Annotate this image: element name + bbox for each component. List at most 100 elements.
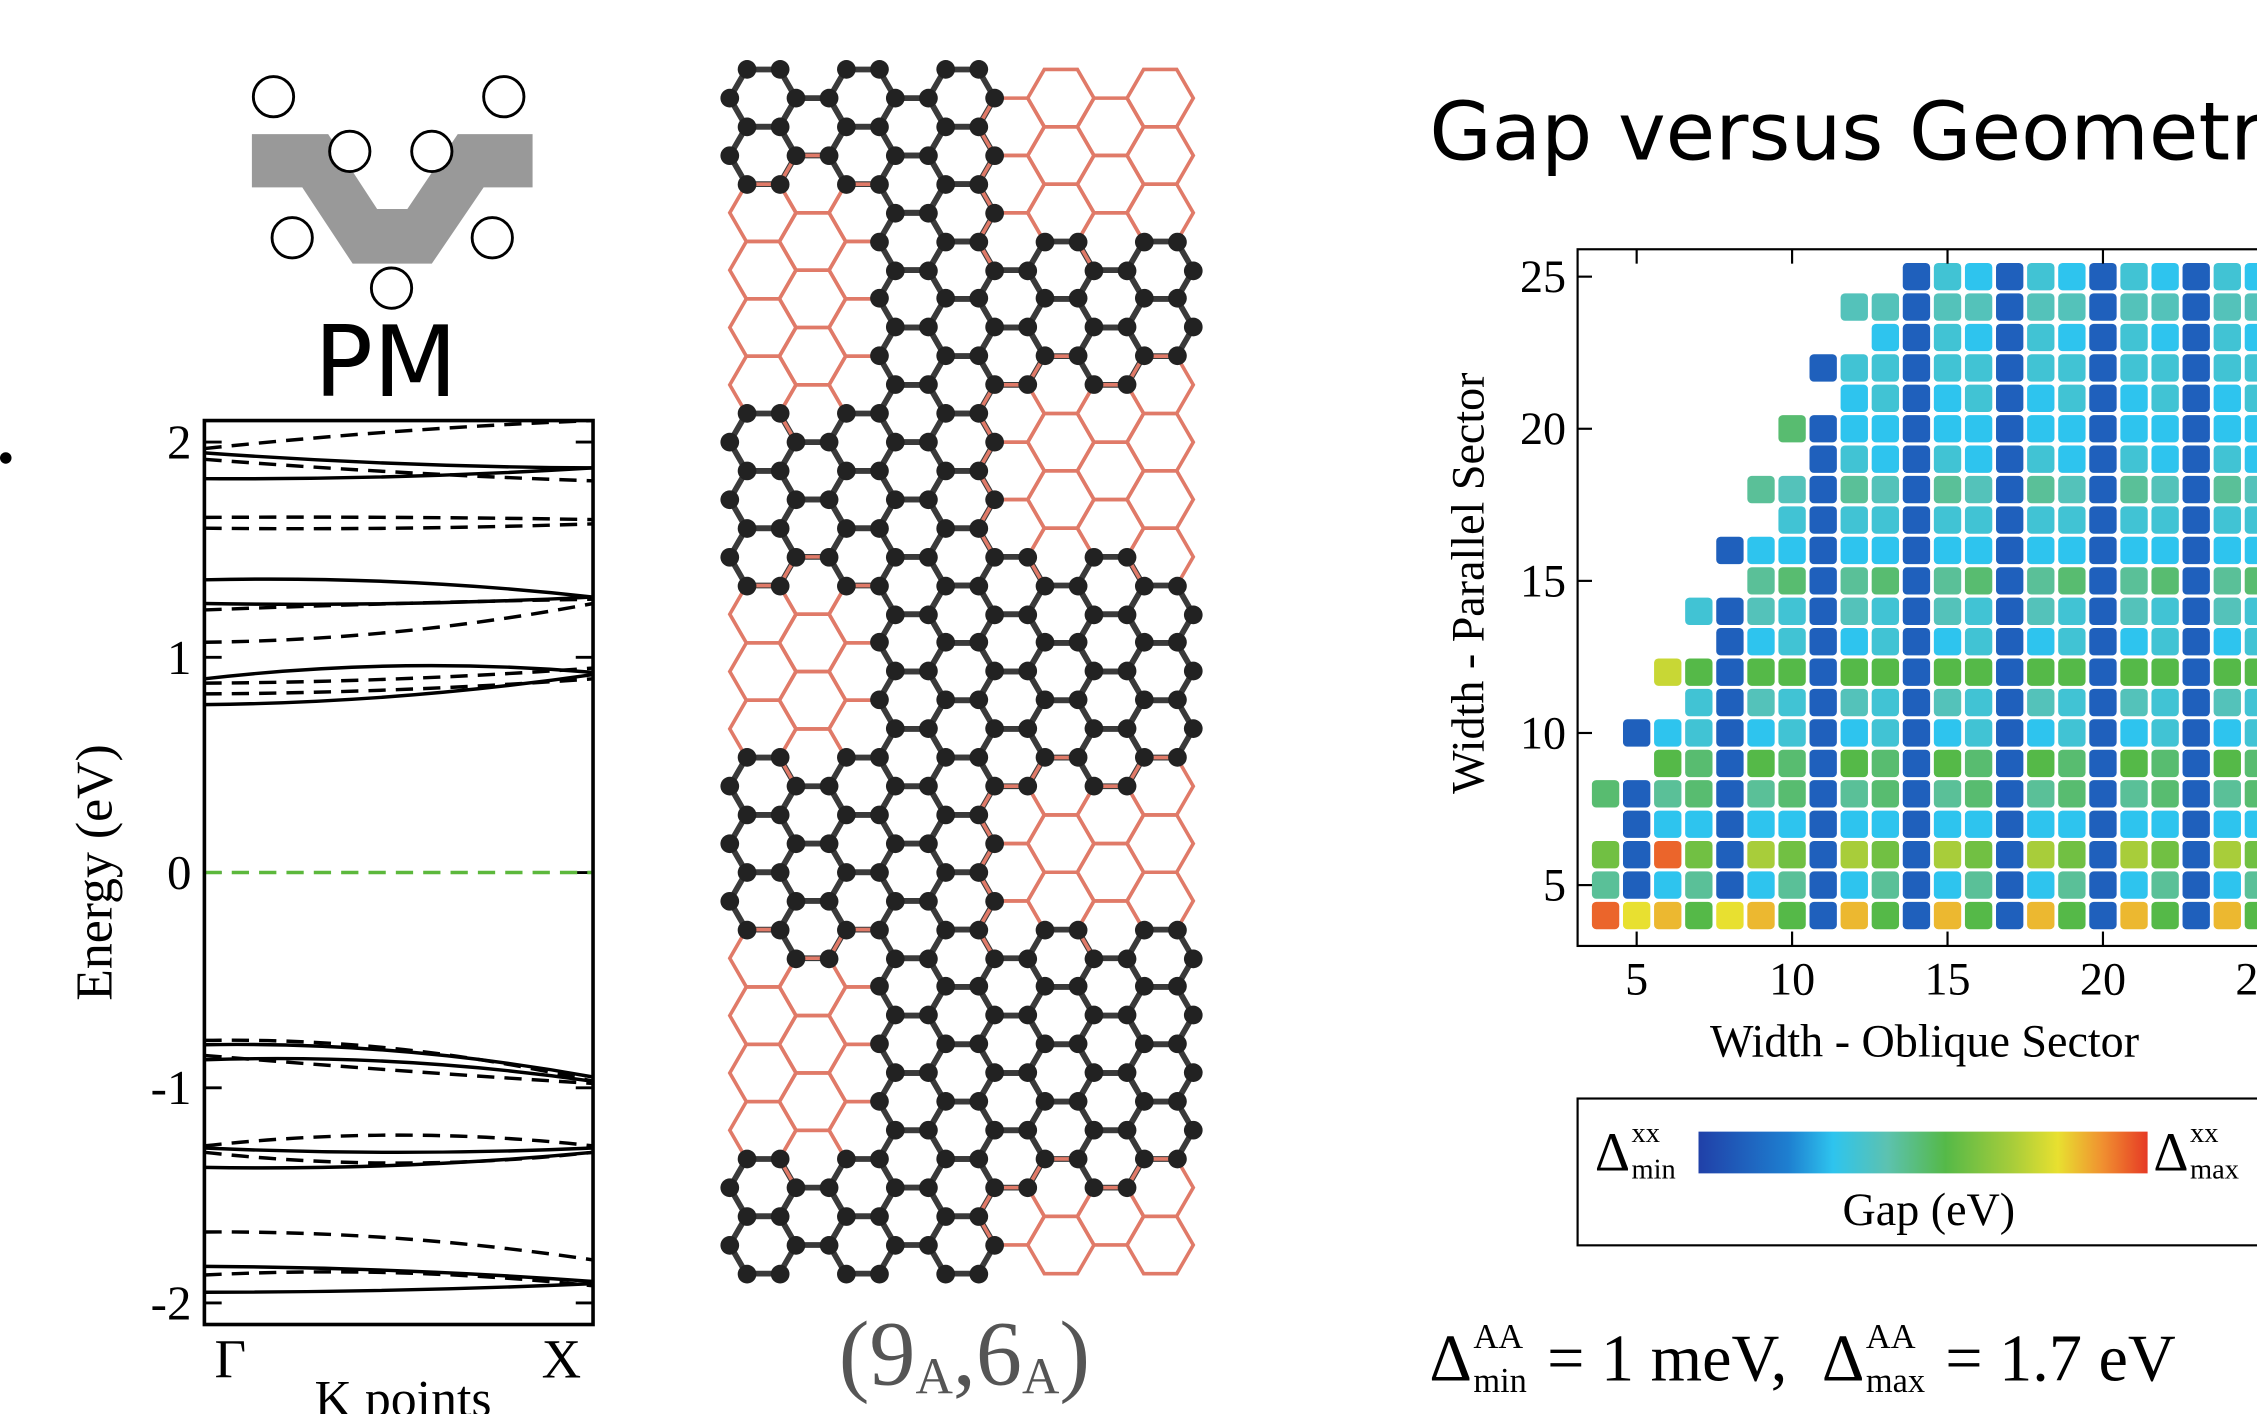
heatmap-cell bbox=[1903, 780, 1930, 807]
atom bbox=[1184, 950, 1203, 969]
pm-icon bbox=[252, 77, 533, 309]
heatmap-cell bbox=[1872, 598, 1899, 625]
heatmap-cell bbox=[2183, 415, 2210, 442]
atom bbox=[969, 60, 988, 79]
heatmap-cell bbox=[1841, 750, 1868, 777]
atom bbox=[936, 462, 955, 481]
atom bbox=[886, 146, 905, 165]
atom bbox=[870, 118, 889, 137]
heatmap-cell bbox=[2027, 537, 2054, 564]
atom bbox=[985, 950, 1004, 969]
atom bbox=[771, 921, 790, 940]
atom bbox=[720, 433, 739, 452]
heatmap-cell bbox=[2214, 354, 2241, 381]
atom bbox=[1018, 1006, 1037, 1025]
heatmap-cell bbox=[2151, 628, 2178, 655]
atom bbox=[1085, 262, 1104, 281]
structure-text: ) bbox=[1059, 1302, 1090, 1404]
heatmap-cell bbox=[2183, 354, 2210, 381]
heatmap-cell bbox=[1903, 811, 1930, 838]
atom bbox=[837, 1150, 856, 1169]
atom bbox=[1069, 1150, 1088, 1169]
heatmap-cell bbox=[1934, 902, 1961, 929]
atom bbox=[936, 1034, 955, 1053]
atom bbox=[886, 375, 905, 394]
heatmap-cell bbox=[1934, 628, 1961, 655]
heatmap-cell bbox=[2245, 354, 2257, 381]
heatmap-cell bbox=[2214, 385, 2241, 412]
band-line bbox=[204, 524, 593, 529]
atom bbox=[837, 806, 856, 825]
atom bbox=[886, 662, 905, 681]
atom bbox=[919, 1063, 938, 1082]
heatmap-cell bbox=[2089, 902, 2116, 929]
atom bbox=[820, 1178, 839, 1197]
atom bbox=[771, 462, 790, 481]
atom bbox=[738, 748, 757, 767]
atom bbox=[1036, 1150, 1055, 1169]
heatmap-cell bbox=[1716, 719, 1743, 746]
band-line bbox=[204, 1148, 593, 1152]
heatmap-cell bbox=[2245, 750, 2257, 777]
atom bbox=[787, 950, 806, 969]
heatmap-cell bbox=[1996, 689, 2023, 716]
atom bbox=[738, 1265, 757, 1284]
heatmap-cell bbox=[1903, 567, 1930, 594]
heatmap-cell bbox=[1903, 446, 1930, 473]
atom bbox=[1184, 606, 1203, 625]
heatmap-cell bbox=[1623, 871, 1650, 898]
heatmap-cell bbox=[1747, 628, 1774, 655]
heatmap-cell bbox=[2120, 354, 2147, 381]
atom bbox=[936, 577, 955, 596]
atom bbox=[1036, 748, 1055, 767]
atom bbox=[720, 146, 739, 165]
atom bbox=[870, 60, 889, 79]
heatmap-cell bbox=[2214, 293, 2241, 320]
heatmap-cell bbox=[1841, 385, 1868, 412]
colorbar-min-sub: min bbox=[1631, 1154, 1675, 1185]
heatmap-cell bbox=[1810, 750, 1837, 777]
heatmap-cell bbox=[2089, 871, 2116, 898]
heatmap-cell bbox=[1872, 354, 1899, 381]
atom bbox=[919, 892, 938, 911]
atom bbox=[820, 1236, 839, 1255]
heatmap-cell bbox=[2027, 750, 2054, 777]
atom bbox=[720, 777, 739, 796]
atom bbox=[1069, 921, 1088, 940]
atom bbox=[1135, 748, 1154, 767]
atom bbox=[1184, 662, 1203, 681]
heatmap-cell bbox=[1623, 719, 1650, 746]
heatmap-cell bbox=[1965, 446, 1992, 473]
atom bbox=[870, 1150, 889, 1169]
band-line bbox=[204, 421, 593, 449]
heatmap-cell bbox=[2058, 598, 2085, 625]
atom bbox=[1085, 662, 1104, 681]
heatmap-cell bbox=[2058, 263, 2085, 290]
heatmap-cell bbox=[2027, 354, 2054, 381]
atom bbox=[837, 748, 856, 767]
heatmap-cell bbox=[2058, 750, 2085, 777]
y-tick-label: 1 bbox=[167, 630, 191, 685]
atom bbox=[969, 748, 988, 767]
atom bbox=[969, 977, 988, 996]
atom bbox=[787, 146, 806, 165]
atom bbox=[837, 1265, 856, 1284]
heatmap-cell bbox=[2214, 476, 2241, 503]
atom bbox=[1184, 318, 1203, 337]
structure-subscript: A bbox=[1022, 1348, 1060, 1405]
atom bbox=[969, 921, 988, 940]
heatmap-cell bbox=[2214, 324, 2241, 351]
heatmap-cell bbox=[2120, 841, 2147, 868]
heatmap-cell bbox=[1778, 780, 1805, 807]
heatmap-cell bbox=[2151, 293, 2178, 320]
heatmap-cell bbox=[2027, 902, 2054, 929]
structure-label: (9A,6A) bbox=[839, 1302, 1090, 1405]
heatmap-cell bbox=[1965, 902, 1992, 929]
heatmap-cell bbox=[1934, 689, 1961, 716]
heatmap-cell bbox=[1903, 263, 1930, 290]
heatmap-cell bbox=[1623, 902, 1650, 929]
heatmap-cell bbox=[2245, 628, 2257, 655]
heatmap-cell bbox=[1965, 324, 1992, 351]
heatmap-cell bbox=[1996, 385, 2023, 412]
heatmap-cell bbox=[1934, 750, 1961, 777]
